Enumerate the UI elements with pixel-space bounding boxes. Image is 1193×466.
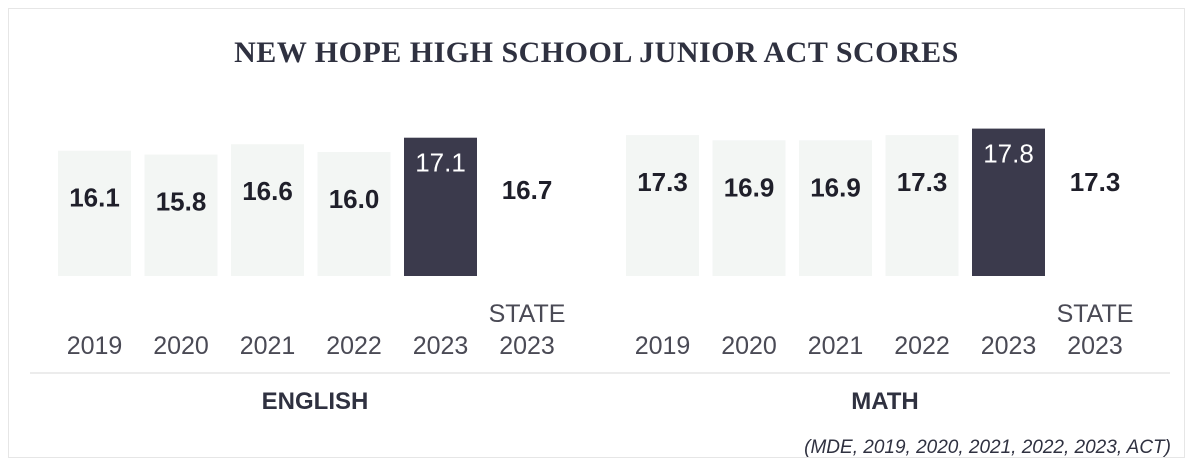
english-bar: [317, 152, 391, 276]
english-bar: [58, 150, 131, 276]
source-note: (MDE, 2019, 2020, 2021, 2022, 2023, ACT): [804, 437, 1171, 458]
math-bar: [972, 128, 1045, 276]
math-group-label: MATH: [851, 388, 919, 415]
english-category-label: 2020: [153, 332, 209, 360]
math-category-label: STATE: [1057, 300, 1134, 328]
chart-title: NEW HOPE HIGH SCHOOL JUNIOR ACT SCORES: [234, 36, 959, 69]
chart-frame: [8, 8, 1185, 458]
math-bar: [885, 135, 959, 276]
english-bar: [231, 144, 304, 276]
math-category-label: 2021: [808, 332, 864, 360]
english-category-label: 2021: [240, 332, 296, 360]
english-bar: [144, 154, 218, 276]
english-bar: [404, 137, 477, 276]
english-category-label: STATE: [489, 300, 566, 328]
math-bar: [712, 140, 786, 276]
math-value-label: 17.3: [637, 167, 688, 197]
math-category-label: 2022: [894, 332, 950, 360]
english-category-label: 2019: [67, 332, 123, 360]
english-value-label: 17.1: [415, 148, 466, 178]
math-bar: [799, 140, 872, 276]
english-value-label: 16.7: [502, 175, 553, 205]
math-category-label: 2023: [1067, 332, 1123, 360]
english-value-label: 15.8: [156, 187, 207, 217]
math-value-label: 16.9: [724, 172, 775, 202]
english-category-label: 2023: [499, 332, 555, 360]
english-group-label: ENGLISH: [261, 388, 369, 415]
english-value-label: 16.0: [329, 184, 380, 214]
baseline-divider: [30, 372, 1170, 374]
english-value-label: 16.6: [242, 176, 293, 206]
english-value-label: 16.1: [69, 183, 120, 213]
math-value-label: 17.3: [897, 167, 948, 197]
math-category-label: 2019: [635, 332, 691, 360]
english-category-label: 2023: [413, 332, 469, 360]
math-value-label: 16.9: [810, 172, 861, 202]
math-bar: [626, 135, 699, 276]
math-value-label: 17.8: [983, 139, 1034, 169]
math-category-label: 2020: [721, 332, 777, 360]
math-value-label: 17.3: [1070, 167, 1121, 197]
english-category-label: 2022: [326, 332, 382, 360]
math-category-label: 2023: [981, 332, 1037, 360]
